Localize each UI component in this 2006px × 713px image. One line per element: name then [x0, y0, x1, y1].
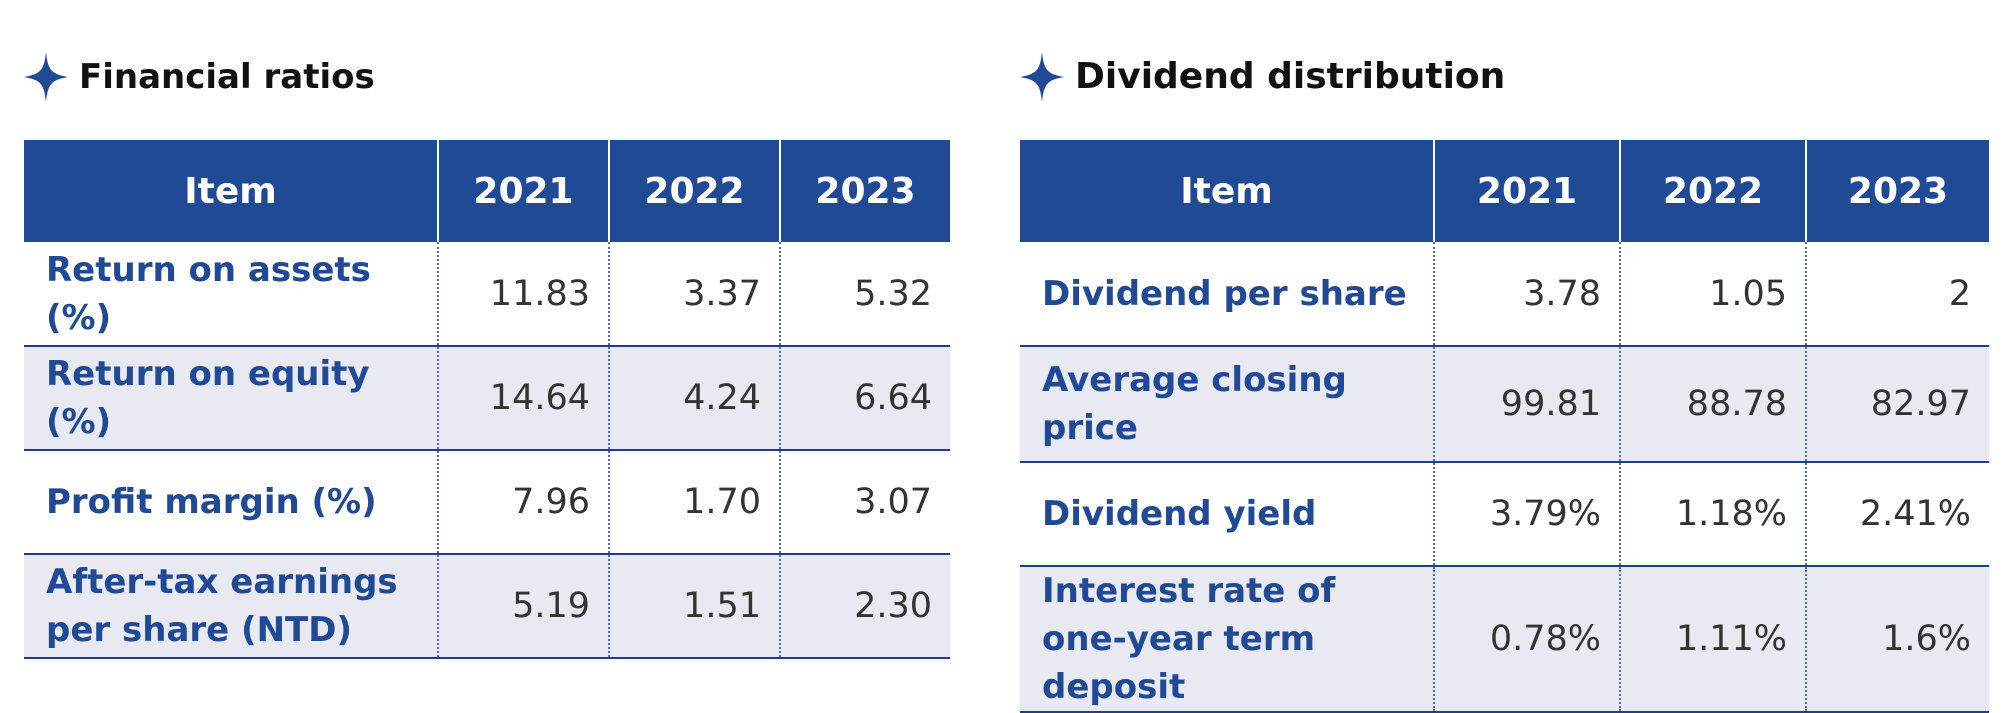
row-label: Return on equity (%) — [24, 346, 438, 451]
cell-2022: 1.51 — [608, 554, 780, 659]
cell-2023: 2.41% — [1805, 462, 1989, 567]
row-label: Dividend yield — [1020, 462, 1434, 567]
cell-2021: 0.78% — [1433, 566, 1620, 713]
cell-2023: 2.30 — [779, 554, 950, 659]
row-label: After-tax earnings per share (NTD) — [24, 554, 438, 659]
column-header-2023: 2023 — [1805, 140, 1989, 242]
column-header-2021: 2021 — [437, 140, 609, 242]
four-point-star-icon — [24, 52, 68, 102]
dividend-distribution-table: Item 2021 2022 2023 Dividend per share 3… — [1020, 140, 1989, 713]
cell-2023: 1.6% — [1805, 566, 1989, 713]
cell-2023: 2 — [1805, 242, 1989, 347]
dividend-distribution-heading: Dividend distribution — [1020, 52, 1505, 102]
cell-2021: 3.79% — [1433, 462, 1620, 567]
row-label: Profit margin (%) — [24, 450, 438, 555]
cell-2022: 1.05 — [1619, 242, 1806, 347]
financial-ratios-heading: Financial ratios — [24, 52, 375, 102]
cell-2023: 6.64 — [779, 346, 950, 451]
column-header-item: Item — [1020, 140, 1434, 242]
cell-2022: 88.78 — [1619, 346, 1806, 463]
financial-ratios-table: Item 2021 2022 2023 Return on assets (%)… — [24, 140, 950, 659]
table-row: Return on equity (%) 14.64 4.24 6.64 — [24, 346, 950, 451]
financial-ratios-title: Financial ratios — [79, 57, 375, 97]
dividend-distribution-title: Dividend distribution — [1075, 56, 1506, 97]
cell-2021: 99.81 — [1433, 346, 1620, 463]
cell-2022: 4.24 — [608, 346, 780, 451]
row-label: Average closing price — [1020, 346, 1434, 463]
table-row: Dividend per share 3.78 1.05 2 — [1020, 242, 1989, 347]
column-header-2023: 2023 — [779, 140, 950, 242]
cell-2023: 82.97 — [1805, 346, 1989, 463]
row-label: Interest rate of one-year term deposit — [1020, 566, 1434, 713]
table-row: Dividend yield 3.79% 1.18% 2.41% — [1020, 462, 1989, 567]
cell-2023: 3.07 — [779, 450, 950, 555]
cell-2021: 7.96 — [437, 450, 609, 555]
cell-2022: 1.11% — [1619, 566, 1806, 713]
cell-2022: 1.18% — [1619, 462, 1806, 567]
table-row: Average closing price 99.81 88.78 82.97 — [1020, 346, 1989, 463]
column-header-2022: 2022 — [1619, 140, 1806, 242]
table-row: Profit margin (%) 7.96 1.70 3.07 — [24, 450, 950, 555]
table-row: Interest rate of one-year term deposit 0… — [1020, 566, 1989, 713]
column-header-2022: 2022 — [608, 140, 780, 242]
cell-2021: 3.78 — [1433, 242, 1620, 347]
row-label: Dividend per share — [1020, 242, 1434, 347]
cell-2021: 5.19 — [437, 554, 609, 659]
table-row: After-tax earnings per share (NTD) 5.19 … — [24, 554, 950, 659]
column-header-2021: 2021 — [1433, 140, 1620, 242]
cell-2022: 3.37 — [608, 242, 780, 347]
table-row: Return on assets (%) 11.83 3.37 5.32 — [24, 242, 950, 347]
cell-2021: 14.64 — [437, 346, 609, 451]
row-label: Return on assets (%) — [24, 242, 438, 347]
column-header-item: Item — [24, 140, 438, 242]
cell-2023: 5.32 — [779, 242, 950, 347]
cell-2022: 1.70 — [608, 450, 780, 555]
four-point-star-icon — [1020, 52, 1064, 102]
cell-2021: 11.83 — [437, 242, 609, 347]
